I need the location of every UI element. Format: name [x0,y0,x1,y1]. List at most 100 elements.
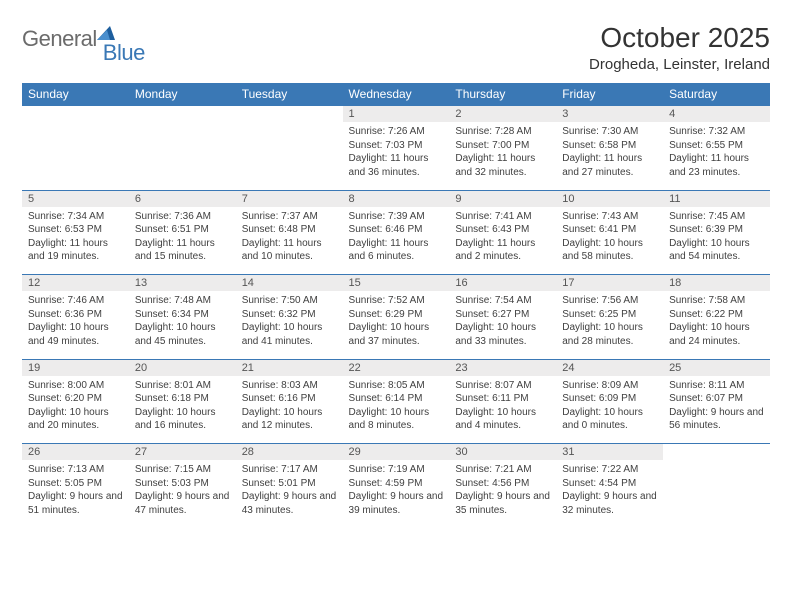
logo-triangle-icon [97,26,115,40]
day-number-cell: 9 [449,190,556,207]
sunset-line: Sunset: 6:16 PM [242,392,337,406]
daylight-line: Daylight: 10 hours and 0 minutes. [562,406,657,433]
day-number-cell: 3 [556,106,663,123]
day-content-cell: Sunrise: 7:34 AMSunset: 6:53 PMDaylight:… [22,207,129,275]
daylight-line: Daylight: 10 hours and 37 minutes. [349,321,444,348]
daylight-line: Daylight: 11 hours and 6 minutes. [349,237,444,264]
daynum-row: 1234 [22,106,770,123]
col-thu: Thursday [449,83,556,106]
day-content-cell: Sunrise: 7:30 AMSunset: 6:58 PMDaylight:… [556,122,663,190]
daylight-line: Daylight: 10 hours and 24 minutes. [669,321,764,348]
col-mon: Monday [129,83,236,106]
title-block: October 2025 Drogheda, Leinster, Ireland [589,22,770,73]
sunrise-line: Sunrise: 7:26 AM [349,125,444,139]
day-header-row: Sunday Monday Tuesday Wednesday Thursday… [22,83,770,106]
day-number-cell [129,106,236,123]
sunset-line: Sunset: 6:32 PM [242,308,337,322]
sunset-line: Sunset: 6:58 PM [562,139,657,153]
content-row: Sunrise: 7:34 AMSunset: 6:53 PMDaylight:… [22,207,770,275]
sunrise-line: Sunrise: 7:22 AM [562,463,657,477]
day-number-cell: 16 [449,275,556,292]
day-content-cell: Sunrise: 7:43 AMSunset: 6:41 PMDaylight:… [556,207,663,275]
sunrise-line: Sunrise: 7:56 AM [562,294,657,308]
day-content-cell: Sunrise: 7:50 AMSunset: 6:32 PMDaylight:… [236,291,343,359]
content-row: Sunrise: 7:46 AMSunset: 6:36 PMDaylight:… [22,291,770,359]
day-number-cell: 22 [343,359,450,376]
location: Drogheda, Leinster, Ireland [589,56,770,73]
day-content-cell: Sunrise: 8:05 AMSunset: 6:14 PMDaylight:… [343,376,450,444]
day-content-cell: Sunrise: 7:41 AMSunset: 6:43 PMDaylight:… [449,207,556,275]
day-content-cell: Sunrise: 8:09 AMSunset: 6:09 PMDaylight:… [556,376,663,444]
sunrise-line: Sunrise: 7:19 AM [349,463,444,477]
sunset-line: Sunset: 6:22 PM [669,308,764,322]
day-number-cell: 21 [236,359,343,376]
day-number-cell: 18 [663,275,770,292]
sunset-line: Sunset: 6:48 PM [242,223,337,237]
daylight-line: Daylight: 10 hours and 28 minutes. [562,321,657,348]
col-sun: Sunday [22,83,129,106]
day-content-cell [663,460,770,528]
day-content-cell: Sunrise: 8:00 AMSunset: 6:20 PMDaylight:… [22,376,129,444]
daylight-line: Daylight: 11 hours and 19 minutes. [28,237,123,264]
daylight-line: Daylight: 10 hours and 49 minutes. [28,321,123,348]
day-content-cell: Sunrise: 7:58 AMSunset: 6:22 PMDaylight:… [663,291,770,359]
sunrise-line: Sunrise: 8:07 AM [455,379,550,393]
daynum-row: 567891011 [22,190,770,207]
sunrise-line: Sunrise: 7:41 AM [455,210,550,224]
daylight-line: Daylight: 10 hours and 12 minutes. [242,406,337,433]
header: General Blue October 2025 Drogheda, Lein… [22,22,770,73]
day-number-cell: 4 [663,106,770,123]
day-content-cell [236,122,343,190]
day-number-cell: 30 [449,444,556,461]
daylight-line: Daylight: 10 hours and 54 minutes. [669,237,764,264]
sunrise-line: Sunrise: 8:00 AM [28,379,123,393]
day-number-cell: 23 [449,359,556,376]
sunset-line: Sunset: 6:27 PM [455,308,550,322]
day-content-cell: Sunrise: 7:39 AMSunset: 6:46 PMDaylight:… [343,207,450,275]
sunrise-line: Sunrise: 8:05 AM [349,379,444,393]
sunset-line: Sunset: 6:11 PM [455,392,550,406]
sunset-line: Sunset: 6:34 PM [135,308,230,322]
day-content-cell: Sunrise: 7:36 AMSunset: 6:51 PMDaylight:… [129,207,236,275]
day-number-cell: 24 [556,359,663,376]
sunrise-line: Sunrise: 7:37 AM [242,210,337,224]
day-content-cell [22,122,129,190]
sunset-line: Sunset: 4:56 PM [455,477,550,491]
daylight-line: Daylight: 10 hours and 4 minutes. [455,406,550,433]
sunset-line: Sunset: 6:55 PM [669,139,764,153]
sunset-line: Sunset: 4:59 PM [349,477,444,491]
day-number-cell: 8 [343,190,450,207]
sunset-line: Sunset: 5:05 PM [28,477,123,491]
day-content-cell: Sunrise: 7:45 AMSunset: 6:39 PMDaylight:… [663,207,770,275]
daylight-line: Daylight: 11 hours and 2 minutes. [455,237,550,264]
sunrise-line: Sunrise: 7:13 AM [28,463,123,477]
sunrise-line: Sunrise: 7:15 AM [135,463,230,477]
day-content-cell: Sunrise: 7:28 AMSunset: 7:00 PMDaylight:… [449,122,556,190]
sunset-line: Sunset: 6:43 PM [455,223,550,237]
day-number-cell: 31 [556,444,663,461]
day-content-cell: Sunrise: 7:48 AMSunset: 6:34 PMDaylight:… [129,291,236,359]
day-content-cell: Sunrise: 8:03 AMSunset: 6:16 PMDaylight:… [236,376,343,444]
logo: General Blue [22,22,145,52]
daylight-line: Daylight: 9 hours and 32 minutes. [562,490,657,517]
day-number-cell: 12 [22,275,129,292]
daylight-line: Daylight: 11 hours and 23 minutes. [669,152,764,179]
day-number-cell [663,444,770,461]
day-content-cell: Sunrise: 7:26 AMSunset: 7:03 PMDaylight:… [343,122,450,190]
day-content-cell [129,122,236,190]
day-content-cell: Sunrise: 7:19 AMSunset: 4:59 PMDaylight:… [343,460,450,528]
sunset-line: Sunset: 6:36 PM [28,308,123,322]
day-number-cell: 15 [343,275,450,292]
sunrise-line: Sunrise: 7:45 AM [669,210,764,224]
daylight-line: Daylight: 9 hours and 43 minutes. [242,490,337,517]
daylight-line: Daylight: 10 hours and 45 minutes. [135,321,230,348]
day-content-cell: Sunrise: 7:37 AMSunset: 6:48 PMDaylight:… [236,207,343,275]
sunrise-line: Sunrise: 7:48 AM [135,294,230,308]
sunset-line: Sunset: 6:09 PM [562,392,657,406]
sunrise-line: Sunrise: 7:21 AM [455,463,550,477]
sunrise-line: Sunrise: 7:50 AM [242,294,337,308]
col-wed: Wednesday [343,83,450,106]
daylight-line: Daylight: 11 hours and 15 minutes. [135,237,230,264]
sunset-line: Sunset: 6:25 PM [562,308,657,322]
sunset-line: Sunset: 6:39 PM [669,223,764,237]
